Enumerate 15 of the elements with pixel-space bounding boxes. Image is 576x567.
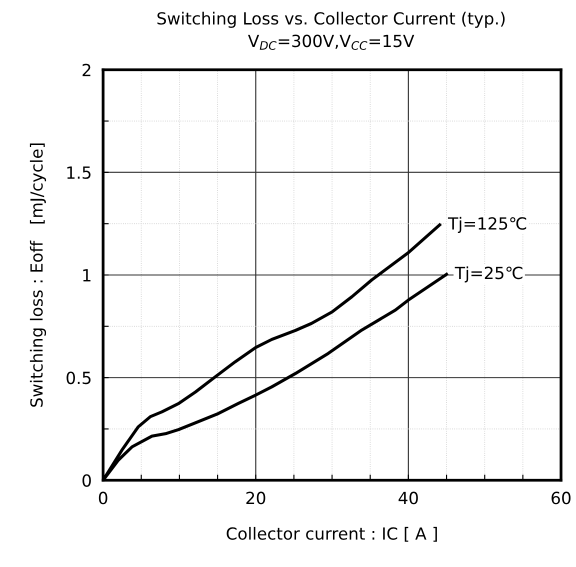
y-tick-label: 1.5 [67, 166, 91, 179]
x-tick-label: 60 [552, 492, 571, 504]
chart-subtitle: V$_{DC}$=300V,V$_{CC}$=15V [248, 34, 414, 50]
y-tick-label: 0.5 [66, 372, 91, 384]
y-tick-label: 0 [82, 474, 91, 487]
annotation: Tj=25℃ [454, 266, 522, 282]
chart-title: Switching Loss vs. Collector Current (typ.) [157, 12, 505, 28]
y-axis-title: Switching loss : Eoff [mJ/cycle] [30, 144, 46, 407]
annotation: Tj=125℃ [448, 216, 526, 233]
y-tick-label: 1 [83, 269, 90, 282]
x-axis-title: Collector current : IC [ A ] [226, 526, 437, 542]
x-tick-label: 0 [98, 492, 108, 504]
y-tick-label: 2 [82, 64, 90, 76]
x-tick-label: 40 [398, 492, 418, 504]
x-tick-label: 20 [246, 492, 266, 504]
